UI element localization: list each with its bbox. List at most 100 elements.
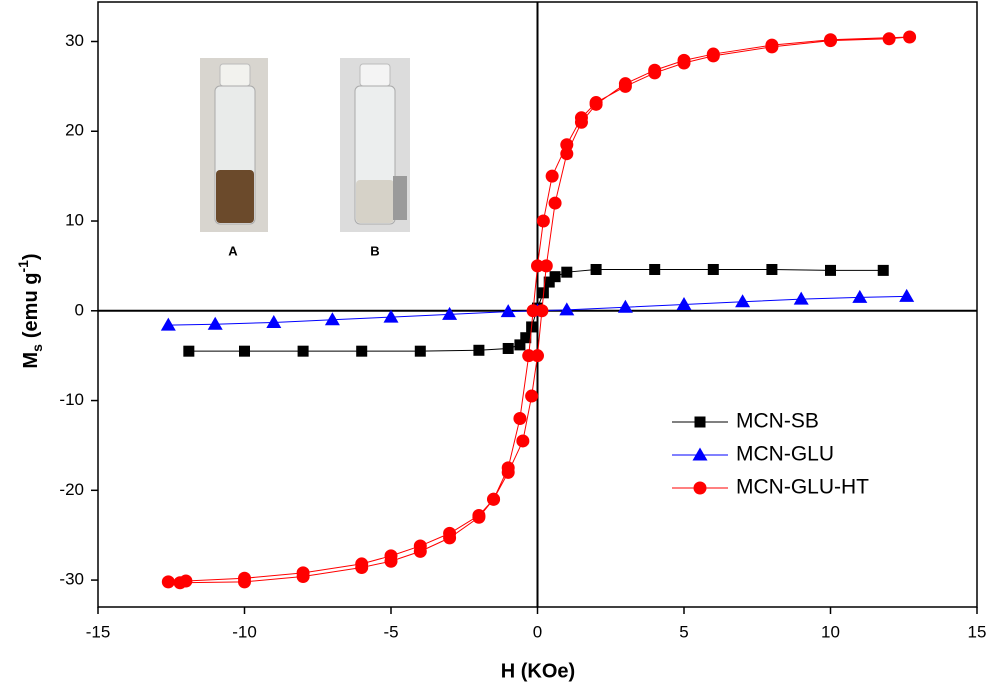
marker <box>487 492 501 506</box>
marker <box>516 434 530 448</box>
marker <box>677 56 691 70</box>
marker <box>384 554 398 568</box>
magnet <box>393 176 407 220</box>
y-tick-label: 0 <box>75 300 84 319</box>
marker <box>882 32 896 46</box>
marker <box>693 481 707 495</box>
marker <box>559 302 575 316</box>
marker <box>766 263 778 275</box>
legend-label: MCN-SB <box>736 410 819 433</box>
y-label-part: ) <box>20 253 42 260</box>
x-tick-label: 0 <box>533 622 542 641</box>
marker <box>522 349 536 363</box>
x-axis-label: H (KOe) <box>501 660 575 682</box>
y-label-part: M <box>20 352 42 369</box>
marker <box>514 339 526 351</box>
marker <box>473 344 485 356</box>
marker <box>525 389 539 403</box>
x-tick-label: 15 <box>968 622 987 641</box>
y-label-part: (emu g <box>20 273 42 339</box>
marker <box>501 461 515 475</box>
marker <box>513 411 527 425</box>
marker <box>707 263 719 275</box>
annotation: A <box>228 243 238 258</box>
marker <box>443 531 457 545</box>
marker <box>574 111 588 125</box>
marker <box>324 312 340 326</box>
y-label-part: s <box>29 344 45 352</box>
x-tick-label: -5 <box>383 622 398 641</box>
marker <box>561 266 573 278</box>
y-tick-label: -30 <box>59 570 84 589</box>
marker <box>648 66 662 80</box>
marker <box>414 345 426 357</box>
marker <box>239 345 250 357</box>
marker <box>793 291 809 305</box>
marker <box>590 263 602 275</box>
marker <box>735 294 751 308</box>
y-label-part: -1 <box>15 260 31 273</box>
marker <box>852 289 868 303</box>
vial-cap <box>219 63 251 87</box>
marker <box>356 345 368 357</box>
marker <box>442 306 458 320</box>
marker <box>266 314 282 328</box>
marker <box>543 276 555 288</box>
y-tick-label: 30 <box>65 31 84 50</box>
marker <box>413 544 427 558</box>
x-tick-label: -15 <box>86 622 111 641</box>
marker <box>355 561 369 575</box>
marker <box>526 304 540 318</box>
y-tick-label: 20 <box>65 121 84 140</box>
marker <box>560 138 574 152</box>
marker <box>560 147 574 161</box>
marker <box>618 79 632 93</box>
marker <box>545 169 559 183</box>
marker <box>676 297 692 310</box>
legend-label: MCN-GLU-HT <box>736 476 869 499</box>
marker <box>183 345 195 357</box>
y-axis-label: Ms (emu g-1) <box>15 253 45 368</box>
marker <box>649 263 661 275</box>
marker <box>549 271 561 283</box>
marker <box>173 576 187 590</box>
marker <box>706 49 720 63</box>
marker <box>160 317 176 331</box>
marker <box>765 40 779 54</box>
x-tick-label: 5 <box>679 622 688 641</box>
marker <box>207 316 223 330</box>
marker <box>548 196 562 210</box>
marker <box>472 510 486 524</box>
vial-liquid <box>216 170 254 223</box>
x-tick-label: 10 <box>821 622 840 641</box>
marker <box>825 264 836 276</box>
marker <box>297 345 309 357</box>
marker <box>161 575 175 589</box>
marker <box>500 304 516 318</box>
vial-liquid <box>356 180 394 223</box>
marker <box>531 259 544 273</box>
marker <box>903 30 917 44</box>
series <box>161 30 917 590</box>
marker <box>520 332 532 344</box>
y-tick-label: -20 <box>59 480 84 499</box>
legend-label: MCN-GLU <box>736 443 834 466</box>
marker <box>694 416 706 428</box>
marker <box>899 288 915 302</box>
marker <box>502 342 514 354</box>
marker <box>383 309 399 323</box>
marker <box>877 264 889 276</box>
marker <box>296 569 310 583</box>
marker <box>536 214 550 228</box>
annotation: B <box>370 243 379 258</box>
marker <box>589 96 603 110</box>
inset-photos: A B <box>200 58 410 258</box>
marker <box>238 575 251 589</box>
x-tick-label: -10 <box>232 622 257 641</box>
y-tick-label: -10 <box>59 390 84 409</box>
marker <box>692 447 708 461</box>
marker <box>824 34 837 48</box>
vial-cap <box>359 63 391 87</box>
marker <box>617 299 633 313</box>
